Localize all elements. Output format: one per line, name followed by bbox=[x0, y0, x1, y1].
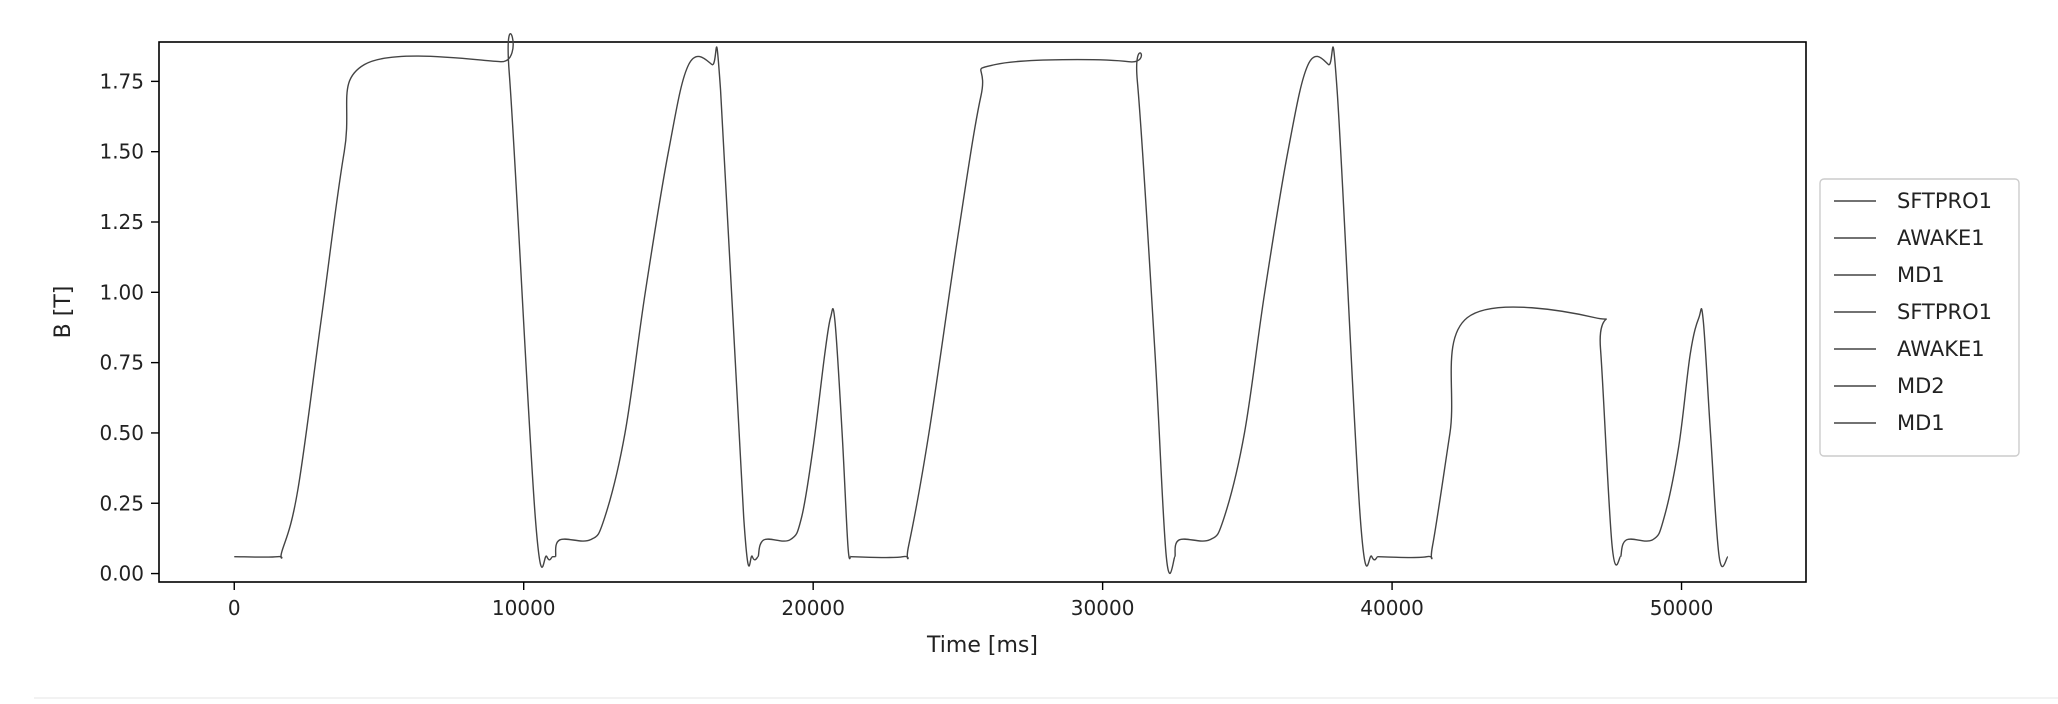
y-tick-label: 1.50 bbox=[99, 140, 144, 164]
y-tick-label: 0.50 bbox=[99, 421, 144, 445]
y-tick-label: 1.25 bbox=[99, 210, 144, 234]
y-tick-label: 0.25 bbox=[99, 491, 144, 515]
legend-entry-label: SFTPRO1 bbox=[1897, 300, 1992, 324]
x-tick-label: 10000 bbox=[492, 596, 556, 620]
plot-area bbox=[158, 41, 1807, 583]
x-axis-ticks: 0 10000 20000 30000 40000 50000 bbox=[228, 582, 1713, 620]
series-line bbox=[1620, 308, 1729, 568]
divider bbox=[34, 697, 2058, 699]
legend-entry-label: MD2 bbox=[1897, 374, 1945, 398]
legend-box bbox=[1819, 178, 2020, 457]
y-tick-label: 1.75 bbox=[99, 69, 144, 93]
legend-entry-label: MD1 bbox=[1897, 263, 1945, 287]
series-line bbox=[234, 33, 556, 568]
legend-entry-label: AWAKE1 bbox=[1897, 226, 1985, 250]
x-tick-label: 40000 bbox=[1360, 596, 1424, 620]
series-line bbox=[757, 308, 852, 560]
x-tick-label: 0 bbox=[228, 596, 241, 620]
series-line bbox=[850, 52, 1176, 575]
series-line bbox=[554, 46, 759, 567]
axes-frame bbox=[158, 41, 1807, 583]
legend-entry-label: SFTPRO1 bbox=[1897, 189, 1992, 213]
series-line bbox=[1174, 46, 1379, 567]
series-line bbox=[1377, 306, 1622, 566]
x-tick-label: 30000 bbox=[1071, 596, 1135, 620]
x-axis-label: Time [ms] bbox=[926, 633, 1038, 658]
legend-entry-label: MD1 bbox=[1897, 411, 1945, 435]
legend-entry-label: AWAKE1 bbox=[1897, 337, 1985, 361]
y-axis-label: B [T] bbox=[51, 286, 76, 339]
y-tick-label: 1.00 bbox=[99, 280, 144, 304]
x-tick-label: 50000 bbox=[1650, 596, 1714, 620]
y-tick-label: 0.75 bbox=[99, 351, 144, 375]
legend: SFTPRO1 AWAKE1 MD1 SFTPRO1 AWAKE1 MD2 MD1 bbox=[1819, 178, 2020, 457]
series-layer bbox=[234, 33, 1729, 575]
y-axis-ticks: 0.00 0.25 0.50 0.75 1.00 1.25 1.50 1.75 bbox=[99, 69, 159, 586]
y-tick-label: 0.00 bbox=[99, 562, 144, 586]
x-tick-label: 20000 bbox=[781, 596, 845, 620]
